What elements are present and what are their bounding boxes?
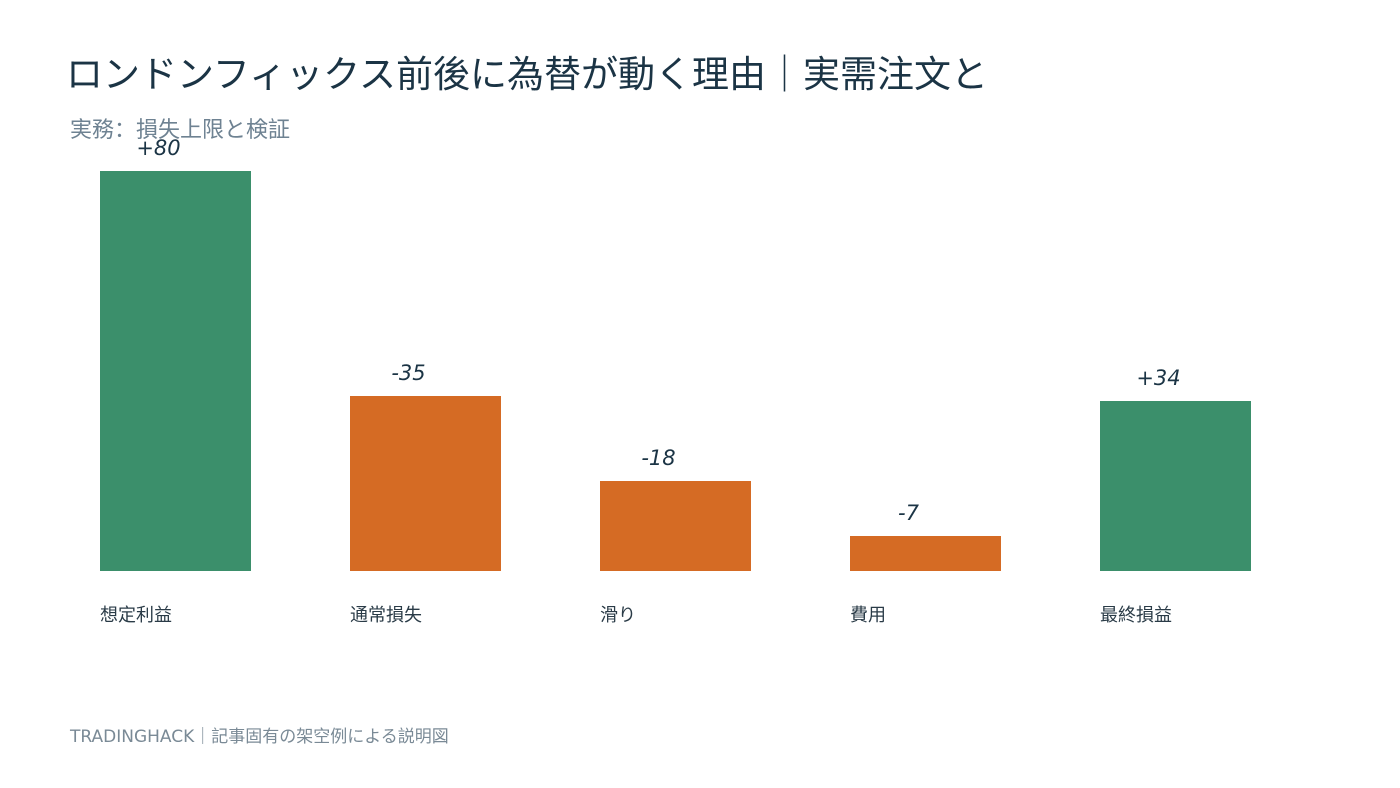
bar-2 — [600, 481, 751, 571]
bar-value-label-3: -7 — [898, 501, 920, 525]
bar-4 — [1100, 401, 1251, 571]
bar-value-label-4: +34 — [1136, 366, 1180, 390]
chart-subtitle: 実務：損失上限と検証 — [70, 118, 291, 143]
bar-3 — [850, 536, 1001, 571]
chart-title: ロンドンフィックス前後に為替が動く理由｜実需注文と — [66, 53, 989, 96]
category-label-3: 費用 — [850, 605, 886, 626]
category-label-0: 想定利益 — [100, 605, 172, 626]
bar-value-label-0: +80 — [136, 136, 180, 160]
bar-value-label-2: -18 — [641, 446, 675, 470]
bar-1 — [350, 396, 501, 571]
category-label-2: 滑り — [600, 605, 636, 626]
bar-value-label-1: -35 — [391, 361, 425, 385]
footer-credit: TRADINGHACK｜記事固有の架空例による説明図 — [70, 727, 449, 747]
bar-0 — [100, 171, 251, 571]
category-label-4: 最終損益 — [1100, 605, 1172, 626]
category-label-1: 通常損失 — [350, 605, 422, 626]
